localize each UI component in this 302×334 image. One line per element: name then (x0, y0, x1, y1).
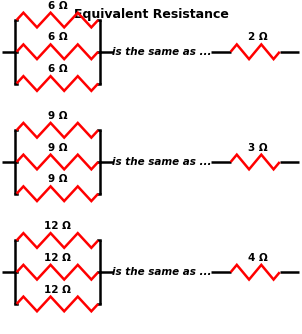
Text: is the same as ...: is the same as ... (112, 267, 211, 277)
Text: 12 Ω: 12 Ω (44, 221, 71, 231)
Text: 4 Ω: 4 Ω (248, 253, 268, 263)
Text: 9 Ω: 9 Ω (48, 111, 67, 121)
Text: 9 Ω: 9 Ω (48, 143, 67, 153)
Text: 9 Ω: 9 Ω (48, 174, 67, 184)
Text: 12 Ω: 12 Ω (44, 253, 71, 263)
Text: 6 Ω: 6 Ω (48, 64, 67, 74)
Text: 12 Ω: 12 Ω (44, 285, 71, 295)
Text: 3 Ω: 3 Ω (249, 143, 268, 153)
Text: is the same as ...: is the same as ... (112, 157, 211, 167)
Text: 6 Ω: 6 Ω (48, 32, 67, 42)
Text: 2 Ω: 2 Ω (249, 32, 268, 42)
Text: 6 Ω: 6 Ω (48, 1, 67, 11)
Text: is the same as ...: is the same as ... (112, 47, 211, 57)
Text: Equivalent Resistance: Equivalent Resistance (74, 8, 228, 21)
